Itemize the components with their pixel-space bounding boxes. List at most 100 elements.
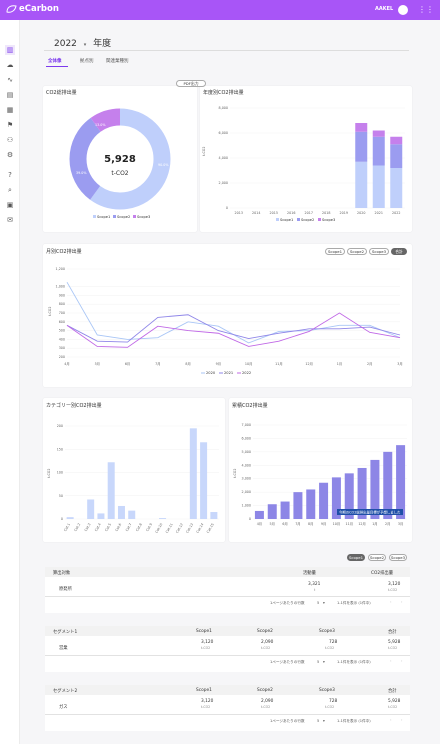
- cumulative-y-tick: 7,000: [242, 423, 251, 427]
- next-page-icon[interactable]: ›: [401, 600, 403, 604]
- year-selector[interactable]: 2022 ▾ 年度: [54, 36, 111, 49]
- mail-icon[interactable]: ✉: [7, 216, 13, 224]
- category-bar-Cat.7: [128, 510, 136, 519]
- cumulative-x-tick: 1月: [372, 522, 377, 526]
- calendar-icon[interactable]: ▦: [6, 106, 14, 114]
- next-page-icon[interactable]: ›: [401, 659, 403, 663]
- monthly-chart: t-CO2 1,200 1,000 900 800 700 600 500 400 300 200…: [48, 267, 403, 375]
- donut-slice-scope2: [69, 108, 171, 210]
- avatar-icon[interactable]: [398, 5, 408, 15]
- donut-chart: 90.0% 39.0% 13.0% 5,928 t-CO2 Scope1 Sco…: [69, 108, 171, 219]
- user-name[interactable]: AAKEL: [375, 6, 394, 12]
- rows-per-page-select[interactable]: 5: [317, 719, 320, 723]
- category-y-tick: 100: [57, 471, 63, 475]
- category-x-tick: Cat.11: [165, 523, 174, 534]
- cumulative-y-tick: 5,000: [242, 450, 251, 454]
- dashboard-icon[interactable]: ▥: [5, 45, 15, 55]
- help-icon[interactable]: ?: [8, 171, 12, 179]
- segment2-table: セグメント2 Scope1 Scope2 Scope3 合計 ガス 3,120 …: [45, 685, 410, 731]
- search-icon[interactable]: ⌕: [8, 186, 12, 194]
- monthly-ylabel: t-CO2: [48, 307, 52, 316]
- monthly-legend-1: 2020: [206, 371, 216, 375]
- clipboard-icon[interactable]: ▤: [6, 91, 14, 99]
- monthly-y-tick: 200: [59, 355, 65, 359]
- yearly-x-tick: 2019: [340, 211, 348, 215]
- donut-card: CO2総排出量 90.0% 39.0% 13.0% 5,928 t-CO2 Sc…: [43, 86, 197, 232]
- rows-per-page-select[interactable]: 5: [317, 601, 320, 605]
- people-icon[interactable]: ⚇: [6, 136, 14, 144]
- chevron-down-icon[interactable]: ▾: [323, 660, 325, 664]
- donut-label-2: 39.0%: [76, 171, 86, 175]
- app-header: eCarbon AAKEL ⋮⋮: [0, 0, 440, 20]
- row-total: 5,928: [388, 699, 401, 704]
- monthly-legend-2: 2021: [224, 371, 233, 375]
- cumulative-x-tick: 4月: [257, 522, 262, 526]
- cumulative-bar-3月: [396, 445, 406, 519]
- trend-icon[interactable]: ∿: [7, 76, 13, 84]
- category-bar-Cat.1: [66, 517, 74, 519]
- year-value: 2022: [54, 39, 77, 49]
- col-total: 合計: [388, 630, 397, 635]
- col-segment2: セグメント2: [53, 689, 78, 694]
- forecast-note-bg: [337, 509, 403, 515]
- cloud-icon[interactable]: ☁: [6, 61, 14, 69]
- table-scope1-button[interactable]: Scope1: [347, 554, 365, 561]
- row-total: 5,928: [388, 640, 401, 645]
- pdf-export-button[interactable]: PDF出力: [176, 80, 206, 87]
- monthly-scope2-button[interactable]: Scope2: [347, 248, 367, 255]
- apps-grid-icon[interactable]: ⋮⋮: [418, 5, 434, 14]
- page-range: 1-1件を表示 (1件中): [337, 601, 371, 605]
- monthly-y-tick: 700: [59, 311, 65, 315]
- document-icon[interactable]: ▣: [6, 201, 14, 209]
- monthly-scope1-button[interactable]: Scope1: [325, 248, 345, 255]
- yearly-bar-2021-Scope1: [372, 165, 385, 208]
- next-page-icon[interactable]: ›: [401, 718, 403, 722]
- monthly-x-tick: 8月: [185, 362, 190, 366]
- prev-page-icon[interactable]: ‹: [390, 718, 392, 722]
- prev-page-icon[interactable]: ‹: [390, 659, 392, 663]
- chevron-down-icon[interactable]: ▾: [323, 601, 325, 605]
- sidebar: ▥ ☁ ∿ ▤ ▦ ⚑ ⚇ ⚙ ? ⌕ ▣ ✉: [0, 20, 20, 744]
- yearly-y-tick: 4,000: [219, 156, 228, 160]
- monthly-title: 月別CO2排出量: [46, 249, 82, 255]
- category-x-tick: Cat.10: [155, 523, 164, 534]
- col-co2: CO2排出量: [371, 571, 394, 576]
- prev-page-icon[interactable]: ‹: [390, 600, 392, 604]
- chevron-down-icon[interactable]: ▾: [323, 719, 325, 723]
- cumulative-y-tick: 4,000: [242, 463, 251, 467]
- cumulative-x-tick: 8月: [308, 522, 313, 526]
- row-co2-unit: t-CO2: [388, 588, 398, 592]
- flag-icon[interactable]: ⚑: [6, 121, 14, 129]
- gear-icon[interactable]: ⚙: [6, 151, 14, 159]
- col-scope2: Scope2: [257, 688, 273, 693]
- category-y-tick: 200: [57, 424, 63, 428]
- category-y-tick: 150: [57, 447, 63, 451]
- monthly-total-button[interactable]: 合計: [391, 248, 407, 255]
- table-scope2-button[interactable]: Scope2: [368, 554, 386, 561]
- monthly-y-tick: 800: [59, 302, 65, 306]
- row-unit-2: t-CO2: [261, 646, 271, 650]
- row-name: ガス: [59, 705, 68, 710]
- category-card: カテゴリー別CO2排出量 t-CO2 200 150 100 50 0 Cat.1 Cat.…: [43, 398, 225, 542]
- monthly-y-tick: 900: [59, 293, 65, 297]
- tab-overview[interactable]: 全体像: [48, 59, 62, 64]
- tab-by-site[interactable]: 拠点別: [80, 59, 94, 64]
- monthly-y-tick: 600: [59, 320, 65, 324]
- page-range: 1-1件を表示 (1件中): [337, 719, 371, 723]
- category-bar-Cat.4: [97, 513, 105, 519]
- monthly-x-tick: 11月: [275, 362, 283, 366]
- tab-by-industry[interactable]: 関連業種別: [106, 59, 129, 64]
- cumulative-bar-7月: [293, 492, 303, 519]
- rows-per-page-select[interactable]: 5: [317, 660, 320, 664]
- monthly-scope3-button[interactable]: Scope3: [369, 248, 389, 255]
- app-logo[interactable]: eCarbon: [6, 4, 59, 14]
- yearly-bar-2020-Scope2: [355, 131, 368, 162]
- row-scope2: 2,090: [261, 699, 274, 704]
- monthly-x-tick: 5月: [95, 362, 100, 366]
- table-scope3-button[interactable]: Scope3: [389, 554, 407, 561]
- category-y-tick: 50: [59, 494, 63, 498]
- yearly-x-tick: 2013: [235, 211, 243, 215]
- cumulative-x-tick: 12月: [358, 522, 366, 526]
- yearly-bar-2022-Scope2: [390, 144, 403, 168]
- row-scope1: 3,120: [201, 640, 214, 645]
